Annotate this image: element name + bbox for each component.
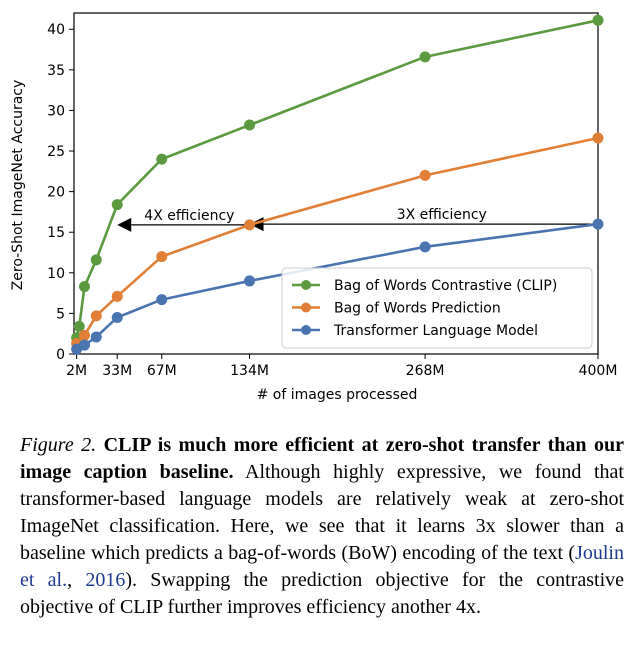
chart-axes: 0 5 10 15 20 25 30 35 40 2M 33M 67M 134M 268M 400M <box>47 12 618 379</box>
y-tick-label: 30 <box>47 103 65 119</box>
y-tick-label: 0 <box>56 347 65 363</box>
data-point <box>111 199 123 211</box>
legend-marker <box>301 280 311 290</box>
plot-frame <box>73 12 599 355</box>
data-point <box>419 51 431 63</box>
y-tick-label: 20 <box>47 185 65 201</box>
chart-annotations: 4X efficiency 3X efficiency <box>117 207 598 232</box>
data-point <box>419 241 431 253</box>
data-point <box>73 320 85 332</box>
data-point <box>244 119 256 131</box>
y-tick-label: 40 <box>47 22 65 38</box>
data-point <box>111 290 123 302</box>
legend-label: Bag of Words Prediction <box>334 301 501 317</box>
data-point <box>156 153 168 165</box>
figure-caption: Figure 2. CLIP is much more efficient at… <box>20 432 624 621</box>
data-point <box>78 329 90 341</box>
data-point <box>90 310 102 322</box>
x-tick-label: 2M <box>66 363 87 379</box>
data-point <box>90 331 102 343</box>
efficiency-arrow-head <box>117 217 132 232</box>
efficiency-annotation-label: 3X efficiency <box>397 207 487 223</box>
chart-legend: Bag of Words Contrastive (CLIP) Bag of Wo… <box>281 267 593 349</box>
data-point <box>78 339 90 351</box>
data-point <box>244 219 256 231</box>
data-point <box>592 218 604 230</box>
caption-citation-author[interactable]: Joulin et al. <box>20 542 624 591</box>
caption-bold-text: CLIP is much more efficient at zero-shot… <box>20 434 625 483</box>
efficiency-chart: 0 5 10 15 20 25 30 35 40 2M 33M 67M 134M 268M 400M 4X … <box>10 12 618 403</box>
x-tick-label: 134M <box>230 363 269 379</box>
x-tick-label: 67M <box>147 363 177 379</box>
legend-label: Bag of Words Contrastive (CLIP) <box>334 278 557 294</box>
x-tick-label: 268M <box>406 363 445 379</box>
caption-citation-separator: , <box>67 569 86 591</box>
data-point <box>156 251 168 263</box>
y-tick-label: 15 <box>47 225 65 241</box>
legend-label: Transformer Language Model <box>333 323 538 339</box>
data-point <box>90 254 102 266</box>
data-point <box>78 281 90 293</box>
chart-series <box>71 14 604 355</box>
data-point <box>156 294 168 306</box>
x-axis-label: # of images processed <box>257 387 418 403</box>
y-tick-label: 5 <box>56 306 65 322</box>
data-point <box>592 132 604 144</box>
data-point <box>592 14 604 26</box>
efficiency-annotation-label: 4X efficiency <box>144 208 234 224</box>
x-tick-label: 33M <box>102 363 132 379</box>
data-point <box>419 169 431 181</box>
y-tick-label: 25 <box>47 144 65 160</box>
x-tick-label: 400M <box>579 363 618 379</box>
caption-figure-label: Figure 2. <box>20 434 97 456</box>
caption-text-part2: ). Swapping the prediction objective for… <box>20 569 625 618</box>
legend-marker <box>301 325 311 335</box>
legend-box <box>281 267 593 349</box>
caption-citation-year[interactable]: 2016 <box>85 569 126 591</box>
caption-text-part1: Although highly expressive, we found tha… <box>20 461 624 564</box>
data-point <box>111 311 123 323</box>
y-axis-label: Zero-Shot ImageNet Accuracy <box>10 80 26 291</box>
legend-marker <box>301 302 311 313</box>
y-tick-label: 35 <box>47 63 65 79</box>
y-tick-label: 10 <box>47 266 65 282</box>
data-point <box>244 275 256 287</box>
